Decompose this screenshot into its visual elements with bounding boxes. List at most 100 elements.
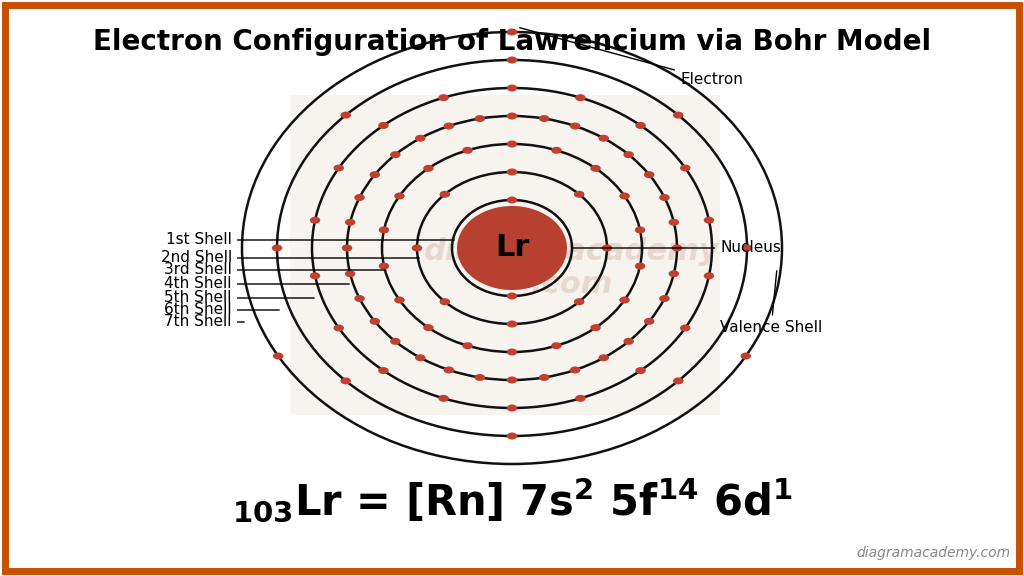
Ellipse shape <box>334 165 344 172</box>
Ellipse shape <box>635 122 646 129</box>
Ellipse shape <box>635 367 646 374</box>
Ellipse shape <box>507 293 517 300</box>
Ellipse shape <box>423 324 434 331</box>
Ellipse shape <box>443 123 454 130</box>
Ellipse shape <box>507 28 517 36</box>
Ellipse shape <box>378 367 389 374</box>
Text: diagramacademy
.com: diagramacademy .com <box>424 237 720 300</box>
Ellipse shape <box>342 244 352 252</box>
Ellipse shape <box>474 374 485 381</box>
Text: diagramacademy.com: diagramacademy.com <box>856 546 1010 560</box>
Ellipse shape <box>415 354 426 361</box>
Text: 6th Shell: 6th Shell <box>165 302 280 317</box>
Ellipse shape <box>438 395 449 402</box>
Ellipse shape <box>507 320 517 328</box>
Ellipse shape <box>379 263 389 270</box>
Ellipse shape <box>539 115 550 122</box>
Ellipse shape <box>590 324 601 331</box>
Ellipse shape <box>507 169 517 176</box>
Ellipse shape <box>507 56 517 63</box>
Ellipse shape <box>598 354 609 361</box>
Text: 2nd Shell: 2nd Shell <box>161 251 419 266</box>
Ellipse shape <box>354 295 365 302</box>
Text: 7th Shell: 7th Shell <box>165 314 244 329</box>
Ellipse shape <box>439 298 451 305</box>
Ellipse shape <box>271 244 283 252</box>
Ellipse shape <box>334 324 344 332</box>
Ellipse shape <box>551 342 562 349</box>
Text: Electron Configuration of Lawrencium via Bohr Model: Electron Configuration of Lawrencium via… <box>93 28 931 56</box>
Text: 4th Shell: 4th Shell <box>165 276 349 291</box>
Ellipse shape <box>575 395 586 402</box>
Text: Lr: Lr <box>495 233 529 263</box>
Ellipse shape <box>703 217 714 223</box>
Ellipse shape <box>635 263 645 270</box>
Ellipse shape <box>507 85 517 92</box>
Ellipse shape <box>659 295 670 302</box>
Ellipse shape <box>474 115 485 122</box>
Ellipse shape <box>620 192 630 199</box>
Ellipse shape <box>680 165 690 172</box>
Ellipse shape <box>570 123 581 130</box>
Ellipse shape <box>507 348 517 355</box>
Text: Valence Shell: Valence Shell <box>720 271 822 335</box>
Ellipse shape <box>345 270 355 277</box>
Ellipse shape <box>443 366 454 373</box>
Ellipse shape <box>462 342 473 349</box>
Ellipse shape <box>539 374 550 381</box>
Ellipse shape <box>551 147 562 154</box>
Ellipse shape <box>273 353 284 359</box>
Ellipse shape <box>390 338 400 345</box>
Ellipse shape <box>602 244 612 252</box>
Ellipse shape <box>507 196 517 203</box>
Ellipse shape <box>394 297 404 304</box>
Bar <box>290 95 720 415</box>
Text: 1st Shell: 1st Shell <box>166 233 455 248</box>
Ellipse shape <box>354 194 365 201</box>
Ellipse shape <box>659 194 670 201</box>
Ellipse shape <box>669 270 679 277</box>
Ellipse shape <box>644 318 654 325</box>
Ellipse shape <box>310 272 321 279</box>
Ellipse shape <box>310 217 321 223</box>
Ellipse shape <box>669 219 679 226</box>
Ellipse shape <box>507 112 517 119</box>
Ellipse shape <box>341 112 351 119</box>
Ellipse shape <box>741 244 753 252</box>
Ellipse shape <box>457 206 567 290</box>
Ellipse shape <box>575 94 586 101</box>
Text: Electron: Electron <box>519 28 742 88</box>
Ellipse shape <box>620 297 630 304</box>
Ellipse shape <box>673 377 683 384</box>
Ellipse shape <box>644 171 654 178</box>
Ellipse shape <box>590 165 601 172</box>
Ellipse shape <box>341 377 351 384</box>
Ellipse shape <box>394 192 404 199</box>
Ellipse shape <box>378 122 389 129</box>
Text: Nucleus: Nucleus <box>571 241 781 256</box>
Ellipse shape <box>438 94 449 101</box>
Ellipse shape <box>573 191 585 198</box>
Ellipse shape <box>507 141 517 147</box>
Ellipse shape <box>680 324 690 332</box>
Ellipse shape <box>415 135 426 142</box>
Ellipse shape <box>379 226 389 233</box>
Ellipse shape <box>598 135 609 142</box>
Ellipse shape <box>672 244 682 252</box>
Ellipse shape <box>423 165 434 172</box>
Text: 3rd Shell: 3rd Shell <box>164 263 384 278</box>
Ellipse shape <box>507 433 517 439</box>
Ellipse shape <box>635 226 645 233</box>
Ellipse shape <box>740 353 751 359</box>
Ellipse shape <box>370 318 380 325</box>
Ellipse shape <box>507 404 517 411</box>
Ellipse shape <box>624 151 634 158</box>
Ellipse shape <box>462 147 473 154</box>
Ellipse shape <box>345 219 355 226</box>
Ellipse shape <box>507 377 517 384</box>
Ellipse shape <box>370 171 380 178</box>
Ellipse shape <box>673 112 683 119</box>
Ellipse shape <box>703 272 714 279</box>
Text: $_{\mathregular{103}}$Lr = [Rn] 7s$^{\mathregular{2}}$ 5f$^{\mathregular{14}}$ 6: $_{\mathregular{103}}$Lr = [Rn] 7s$^{\ma… <box>231 476 793 524</box>
Ellipse shape <box>439 191 451 198</box>
